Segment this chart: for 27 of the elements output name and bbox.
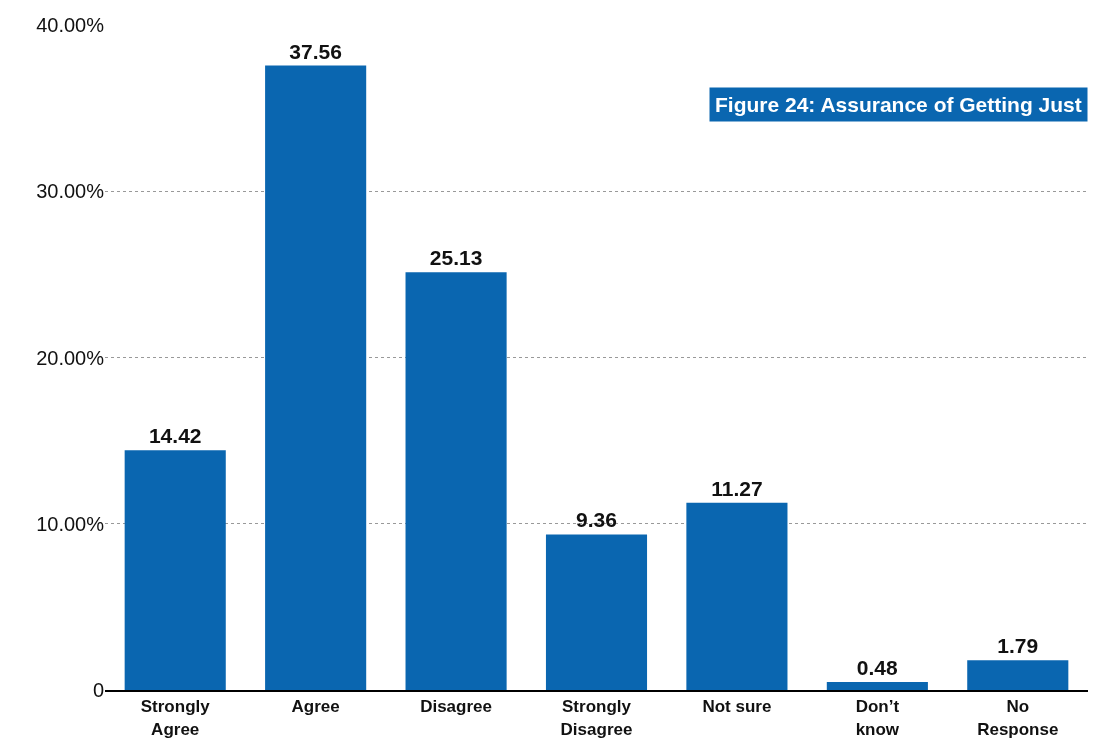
x-tick-label: No Response [977,697,1059,739]
bar [545,534,648,690]
data-label: 14.42 [148,424,202,448]
x-tick-label: Not sure [702,697,772,717]
bar [405,272,507,690]
y-tick-label: 10.00% [36,512,105,535]
x-tick-label: Agree [291,697,340,717]
x-tick-label: Disagree [420,697,492,717]
data-label: 1.79 [997,634,1039,658]
bar [124,450,226,690]
bar [967,660,1069,690]
bar [826,682,928,690]
y-tick-label: 0 [92,679,104,701]
y-tick-label: 20.00% [36,346,105,369]
data-label: 9.36 [576,508,617,532]
text: Figure 24: Assurance of Getting Just [715,93,1082,116]
data-label: 11.27 [711,476,763,500]
data-label: 0.48 [856,656,898,680]
y-tick-label: 40.00% [36,14,105,36]
data-label: 25.13 [429,246,483,270]
data-label: 37.56 [289,39,342,63]
x-tick-label: Don’t know [855,697,900,739]
x-tick-label: Strongly Disagree [560,697,633,739]
x-tick-label: Strongly Agree [140,697,211,739]
y-tick-label: 30.00% [36,180,105,203]
bar [265,65,367,690]
bar [686,502,788,690]
